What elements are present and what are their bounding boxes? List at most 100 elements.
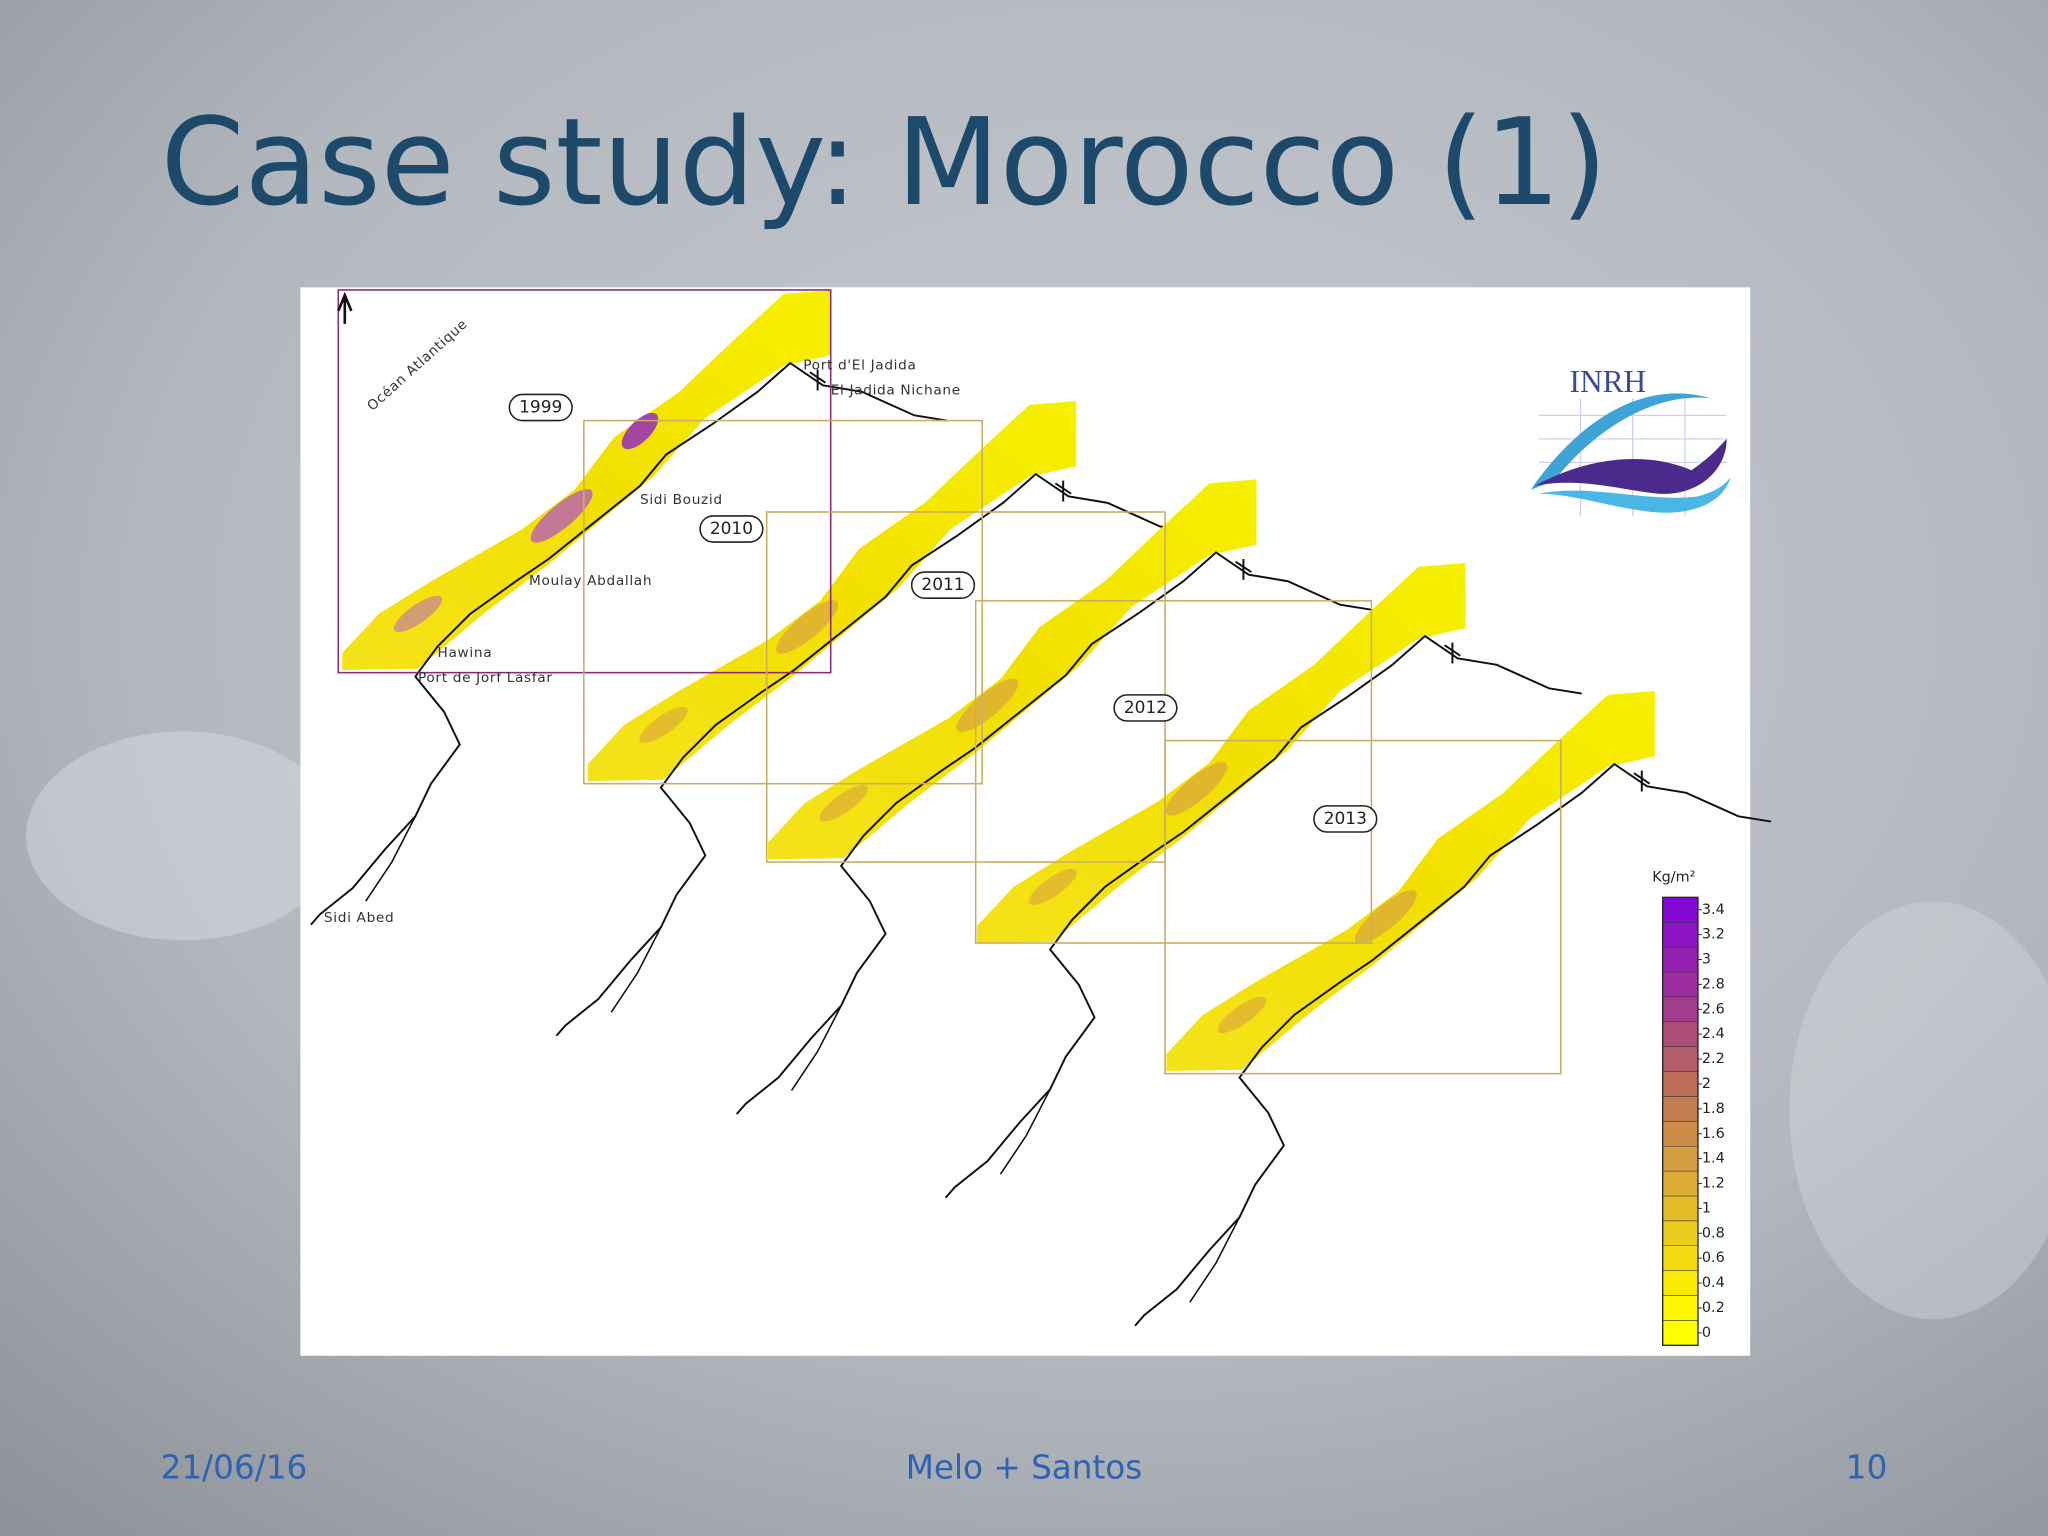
legend-tick-label: 0.4: [1702, 1275, 1725, 1291]
legend-swatch: [1662, 1021, 1699, 1047]
map-panel-0: [310, 289, 948, 926]
legend-tick-label: 1.2: [1702, 1176, 1725, 1192]
port-marker: [1633, 770, 1651, 792]
density-band: [976, 562, 1466, 944]
legend-swatch: [1662, 1071, 1699, 1097]
place-label: Sidi Bouzid: [640, 492, 723, 508]
legend-swatch: [1662, 1096, 1699, 1122]
legend-tick-label: 1.8: [1702, 1101, 1725, 1117]
place-label: El Jadida Nichane: [831, 382, 961, 398]
year-pill: [1113, 694, 1178, 722]
density-band: [342, 289, 831, 671]
year-label: 1999: [519, 398, 562, 418]
footer-page: 10: [1846, 1449, 1888, 1487]
place-label: Moulay Abdallah: [529, 573, 652, 589]
map-panel-3: [944, 562, 1582, 1199]
year-pill: [910, 571, 976, 599]
legend-tick-label: 2.6: [1702, 1001, 1725, 1017]
footer-author: Melo + Santos: [906, 1449, 1143, 1487]
place-label: Port de Jorf Lasfar: [418, 670, 553, 686]
background-decor: [1789, 901, 2048, 1320]
density-patch: [1354, 890, 1417, 944]
legend-title: Kg/m²: [1652, 870, 1695, 886]
coastline: [310, 361, 948, 926]
legend-tick-label: 0.2: [1702, 1300, 1725, 1316]
north-arrow: [337, 291, 353, 324]
legend-tick-label: 0: [1702, 1325, 1711, 1341]
year-box: [583, 419, 983, 785]
coastline: [1134, 762, 1772, 1327]
map-panel-4: [1134, 690, 1772, 1327]
legend-tick-label: 1.4: [1702, 1151, 1725, 1167]
legend-swatch: [1662, 1295, 1699, 1321]
coastline: [555, 472, 1193, 1037]
legend-swatch: [1662, 1145, 1699, 1172]
port-marker: [1054, 480, 1072, 502]
legend-tick-label: 3.2: [1702, 927, 1725, 943]
legend: Kg/m² 0 0.2 0.4 0.6 0.8 1 1.2 1.4 1.6 1.8 2 2.2 2.4 2…: [1652, 870, 1725, 1346]
legend-tick-label: 1.6: [1702, 1126, 1725, 1142]
logo-wave: [1538, 476, 1731, 513]
map-panel-1: [555, 400, 1193, 1037]
coastline: [610, 926, 662, 1013]
density-patch: [621, 412, 659, 450]
place-label: Sidi Abed: [324, 910, 394, 926]
coastline: [790, 1005, 842, 1092]
year-label: 2013: [1324, 809, 1367, 829]
legend-frame: [1662, 896, 1699, 1346]
legend-swatch: [1662, 1046, 1699, 1072]
density-patch: [1028, 868, 1077, 905]
density-patch: [393, 595, 443, 632]
density-patch: [956, 678, 1019, 733]
legend-tick-label: 1: [1702, 1200, 1711, 1216]
year-label: 2011: [921, 575, 964, 595]
place-label: Port d'El Jadida: [803, 358, 916, 374]
year-pill: [699, 515, 764, 543]
density-band: [1166, 690, 1655, 1072]
legend-swatch: [1662, 1170, 1699, 1197]
legend-swatch: [1662, 1195, 1699, 1222]
density-band: [768, 479, 1257, 860]
port-marker: [1444, 642, 1461, 664]
legend-swatch: [1662, 1220, 1699, 1247]
legend-swatch: [1662, 996, 1699, 1023]
legend-tick-label: 2.8: [1702, 976, 1725, 992]
legend-tick-label: 2.4: [1702, 1026, 1725, 1042]
map-panel-2: [735, 479, 1373, 1115]
slide-title: Case study: Morocco (1): [161, 93, 1608, 233]
legend-swatch: [1662, 971, 1699, 998]
legend-swatch: [1662, 1270, 1699, 1296]
coastline: [365, 815, 417, 902]
port-marker: [1235, 559, 1252, 580]
density-band: [587, 400, 1077, 782]
year-pill: [1313, 805, 1378, 833]
density-patch: [776, 600, 839, 654]
legend-tick-label: 3.4: [1702, 902, 1725, 918]
legend-tick-label: 0.8: [1702, 1225, 1725, 1241]
logo: INRH: [1530, 364, 1731, 516]
year-box: [1164, 739, 1562, 1075]
year-box: [765, 511, 1166, 863]
legend-swatch: [1662, 1121, 1699, 1147]
density-patch: [639, 706, 688, 744]
legend-swatch: [1662, 1320, 1699, 1346]
footer-date: 21/06/16: [161, 1449, 308, 1487]
density-patch: [1165, 762, 1228, 816]
legend-tick-label: 2.2: [1702, 1051, 1725, 1067]
legend-swatch: [1662, 921, 1699, 948]
coastline: [1189, 1216, 1241, 1303]
density-patch: [819, 785, 868, 822]
coastline: [999, 1088, 1051, 1175]
legend-tick-label: 2: [1702, 1076, 1711, 1092]
port-marker: [809, 369, 827, 391]
year-label: 2012: [1124, 698, 1167, 718]
logo-text: INRH: [1570, 364, 1647, 399]
legend-swatch: [1662, 1245, 1699, 1271]
year-pill: [508, 393, 573, 422]
legend-tick-label: 0.6: [1702, 1250, 1725, 1266]
background-decor: [26, 731, 340, 941]
logo-wave: [1534, 438, 1727, 494]
